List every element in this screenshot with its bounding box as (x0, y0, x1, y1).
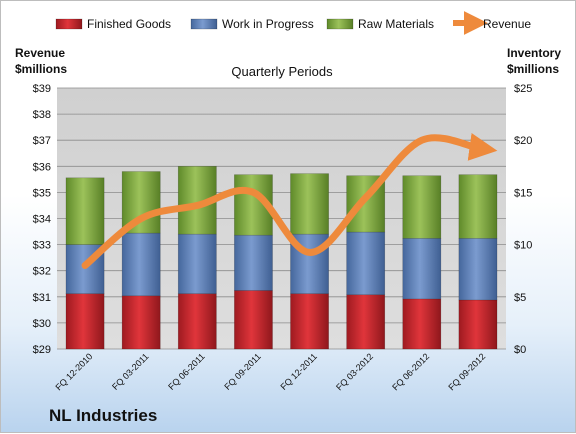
left-tick-label: $29 (33, 344, 51, 356)
work-in-progress-bar (178, 234, 216, 294)
raw-materials-bar (290, 174, 328, 235)
finished-goods-bar (347, 295, 385, 349)
work-in-progress-bar (459, 238, 497, 300)
work-in-progress-bar (234, 235, 272, 290)
right-tick-label: $10 (514, 240, 532, 252)
legend-work-in-progress: Work in Progress (191, 17, 314, 31)
finished-goods-bar (122, 296, 160, 349)
left-tick-label: $38 (33, 109, 51, 121)
category-label: FQ 03-2012 (334, 351, 375, 392)
left-tick-label: $30 (33, 318, 51, 330)
chart-subtitle: Quarterly Periods (231, 64, 333, 79)
left-axis-title: Revenue $millions (15, 45, 105, 77)
work-in-progress-bar (122, 233, 160, 296)
legend-raw-materials: Raw Materials (327, 17, 434, 31)
category-label: FQ 06-2012 (390, 351, 431, 392)
left-axis-ticks: $29 $30 $31 $32 $33 $34 $35 $36 $37 $38 $39 (33, 83, 51, 356)
category-label: FQ 12-2011 (278, 351, 319, 392)
legend-label: Work in Progress (222, 17, 314, 31)
finished-goods-bar (290, 294, 328, 349)
finished-goods-bar (403, 299, 441, 349)
finished-goods-bar (234, 291, 272, 349)
left-tick-label: $37 (33, 135, 51, 147)
finished-goods-bar (66, 294, 104, 349)
left-tick-label: $36 (33, 161, 51, 173)
right-axis-ticks: $0 $5 $10 $15 $20 $25 (514, 83, 532, 356)
left-axis-title-line1: Revenue (15, 45, 105, 61)
legend-finished-goods: Finished Goods (56, 17, 171, 31)
legend-swatch (191, 19, 217, 29)
category-label: FQ 03-2011 (110, 351, 151, 392)
raw-materials-bar (459, 175, 497, 239)
left-tick-label: $34 (33, 214, 51, 226)
right-tick-label: $25 (514, 83, 532, 95)
right-tick-label: $5 (514, 292, 526, 304)
legend-swatch (327, 19, 353, 29)
work-in-progress-bar (403, 238, 441, 299)
legend: Finished Goods Work in Progress Raw Materi… (56, 17, 531, 31)
left-tick-label: $35 (33, 187, 51, 199)
category-label: FQ 09-2012 (446, 351, 487, 392)
left-tick-label: $32 (33, 266, 51, 278)
legend-label: Raw Materials (358, 17, 434, 31)
right-axis-title: Inventory $millions (507, 45, 576, 77)
finished-goods-bar (459, 300, 497, 349)
legend-swatch (56, 19, 82, 29)
company-name: NL Industries (49, 406, 157, 426)
legend-revenue: Revenue (453, 17, 531, 31)
raw-materials-bar (403, 176, 441, 239)
finished-goods-bar (178, 294, 216, 349)
right-axis-title-line1: Inventory (507, 45, 576, 61)
category-label: FQ 09-2011 (222, 351, 263, 392)
legend-label: Finished Goods (87, 17, 171, 31)
left-tick-label: $39 (33, 83, 51, 95)
right-tick-label: $20 (514, 135, 532, 147)
left-axis-title-line2: $millions (15, 61, 105, 77)
category-label: FQ 06-2011 (166, 351, 207, 392)
work-in-progress-bar (347, 232, 385, 295)
category-label: FQ 12-2010 (53, 351, 94, 392)
left-tick-label: $31 (33, 292, 51, 304)
right-tick-label: $15 (514, 187, 532, 199)
legend-label: Revenue (483, 17, 531, 31)
right-axis-title-line2: $millions (507, 61, 576, 77)
category-labels: FQ 12-2010 FQ 03-2011 FQ 06-2011 FQ 09-2011… (53, 351, 487, 392)
left-tick-label: $33 (33, 240, 51, 252)
right-tick-label: $0 (514, 344, 526, 356)
raw-materials-bar (66, 178, 104, 245)
